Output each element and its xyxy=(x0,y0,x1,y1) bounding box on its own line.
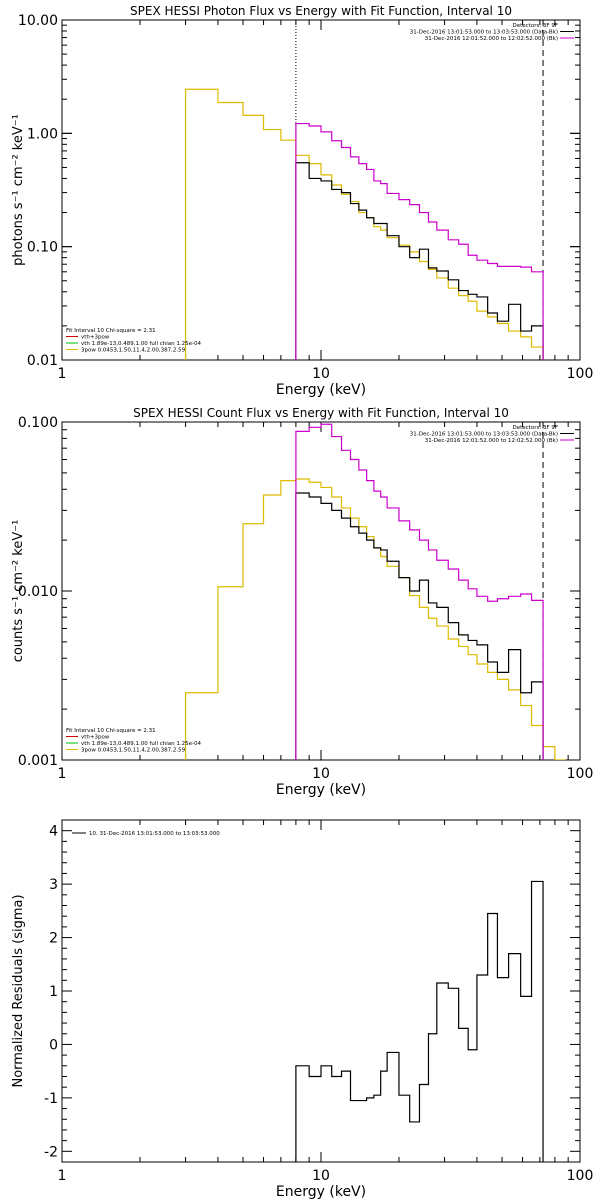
x-tick-label: 1 xyxy=(58,766,67,782)
legend-entry: 10. 31-Dec-2016 13:01:53.000 to 13:03:53… xyxy=(89,831,220,837)
x-axis-label: Energy (keV) xyxy=(276,382,366,398)
legend-entry: 31-Dec-2016 12:01:52.000 to 12:02:52.000… xyxy=(425,36,558,42)
chart-title: SPEX HESSI Count Flux vs Energy with Fit… xyxy=(133,406,509,420)
plot-frame xyxy=(61,819,581,1163)
x-axis-label: Energy (keV) xyxy=(276,782,366,798)
series-line-3 xyxy=(295,122,544,360)
legend-entry: 3pow 0.0453,1.50,11.4,2.00,387,2.59 xyxy=(81,748,186,754)
y-tick-label: 2 xyxy=(49,931,58,947)
x-tick-label: 10 xyxy=(312,766,330,782)
legend-entry: vth+3pow xyxy=(81,335,110,341)
x-tick-label: 100 xyxy=(567,766,594,782)
y-tick-label: 0.010 xyxy=(18,584,58,600)
x-tick-label: 100 xyxy=(567,1168,594,1184)
y-tick-label: 1 xyxy=(49,984,58,1000)
legend-entry: Detectors: 3F 9F xyxy=(512,23,558,29)
y-tick-label: 0.100 xyxy=(18,415,58,431)
x-tick-label: 10 xyxy=(312,1168,330,1184)
x-axis-label: Energy (keV) xyxy=(276,1184,366,1200)
chart-title: SPEX HESSI Photon Flux vs Energy with Fi… xyxy=(130,4,512,18)
plot-frame xyxy=(61,19,581,361)
y-tick-label: 4 xyxy=(49,824,58,840)
legend-entry: Fit Interval 10 Chi-square = 2.31 xyxy=(66,328,156,334)
legend-entry: 31-Dec-2016 13:01:53.000 to 13:03:53.000… xyxy=(410,432,558,438)
series-line-2 xyxy=(295,162,544,360)
series-line-2 xyxy=(295,492,544,760)
y-tick-label: 1.00 xyxy=(27,126,58,142)
y-axis-label: counts s⁻¹ cm⁻² keV⁻¹ xyxy=(11,520,26,663)
y-tick-label: 0 xyxy=(49,1037,58,1053)
y-tick-label: -1 xyxy=(44,1091,58,1107)
legend-entry: vth 1.89e-13,0.489,1.00 full chian 1.25e… xyxy=(81,341,201,347)
y-tick-label: 0.10 xyxy=(27,240,58,256)
legend-entry: vth+3pow xyxy=(81,735,110,741)
x-tick-label: 10 xyxy=(312,366,330,382)
y-axis-label: photons s⁻¹ cm⁻² keV⁻¹ xyxy=(11,114,26,266)
legend-entry: vth 1.89e-13,0.489,1.00 full chian 1.25e… xyxy=(81,741,201,747)
y-tick-label: 3 xyxy=(49,877,58,893)
y-tick-label: -2 xyxy=(44,1144,58,1160)
y-tick-label: 10.00 xyxy=(18,13,58,29)
legend-entry: Fit Interval 10 Chi-square = 2.31 xyxy=(66,728,156,734)
chart-panel-1: SPEX HESSI Photon Flux vs Energy with Fi… xyxy=(11,4,593,398)
legend-entry: Detectors: 3F 9F xyxy=(512,425,558,431)
y-axis-label: Normalized Residuals (sigma) xyxy=(11,894,26,1087)
series-line-3 xyxy=(295,423,544,760)
legend-entry: 3pow 0.0453,1.50,11.4,2.00,387,2.59 xyxy=(81,348,186,354)
plot-frame xyxy=(61,421,581,761)
x-tick-label: 1 xyxy=(58,1168,67,1184)
x-tick-label: 1 xyxy=(58,366,67,382)
series-line-1 xyxy=(184,478,566,760)
x-tick-label: 100 xyxy=(567,366,594,382)
series-line-1 xyxy=(184,88,544,360)
y-tick-label: 0.01 xyxy=(27,353,58,369)
series-line-1 xyxy=(295,880,544,1162)
chart-panel-3: 1 10 100 -2 -1 0 1 2 3 4 Energy (keV) Normalized Re… xyxy=(11,819,594,1200)
y-tick-label: 0.001 xyxy=(18,753,58,769)
legend-entry: 31-Dec-2016 13:01:53.000 to 13:03:53.000… xyxy=(410,30,558,36)
legend-entry: 31-Dec-2016 12:01:52.000 to 12:02:52.000… xyxy=(425,438,558,444)
chart-panel-2: SPEX HESSI Count Flux vs Energy with Fit… xyxy=(11,406,593,798)
